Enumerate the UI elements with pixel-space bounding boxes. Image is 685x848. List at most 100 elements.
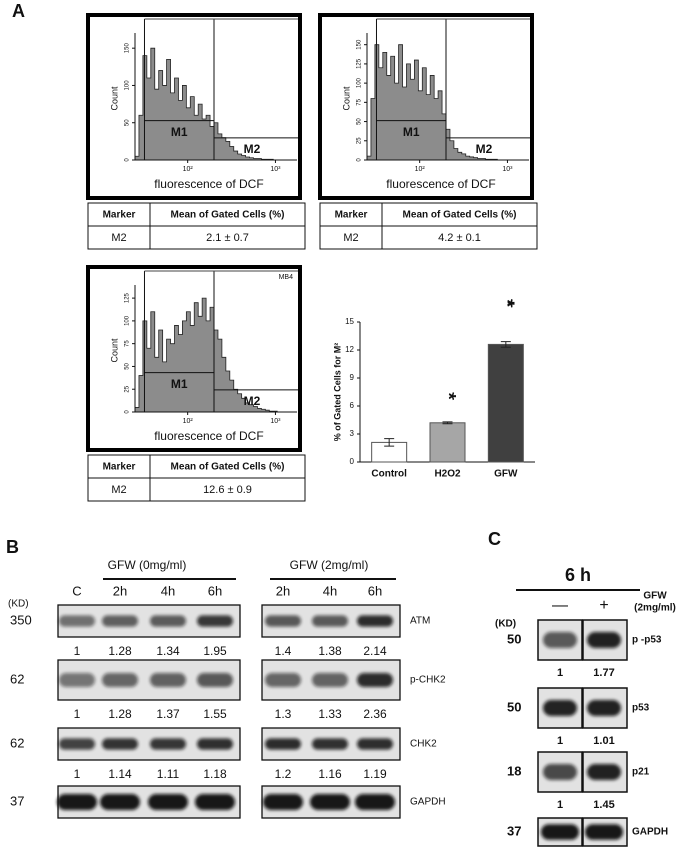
- quant-label: 1.77: [593, 667, 614, 679]
- x-tick-label: H2O2: [434, 469, 461, 480]
- quant-label: 1.38: [318, 644, 342, 658]
- kd-value: 50: [507, 631, 521, 646]
- treatment: GFW: [643, 591, 667, 602]
- y-tick-label: 100: [125, 315, 131, 326]
- x-tick-label: 10²: [183, 166, 194, 173]
- y-tick-label: 0: [357, 158, 363, 162]
- table-cell: 2.1 ± 0.7: [206, 232, 249, 244]
- quant-label: 1: [74, 767, 81, 781]
- significance: **: [437, 392, 459, 401]
- table-cell: 4.2 ± 0.1: [438, 232, 481, 244]
- table-header: Marker: [103, 462, 136, 473]
- quant-label: 1.01: [593, 735, 614, 747]
- blot-band: [541, 824, 579, 840]
- x-tick-label: 10³: [270, 166, 281, 173]
- blot-band: [357, 673, 393, 687]
- blot-band: [195, 794, 235, 810]
- blot-band: [312, 673, 348, 687]
- quant-label: 1.4: [275, 644, 292, 658]
- y-axis-label: Count: [341, 86, 351, 111]
- y-tick-label: 15: [345, 317, 354, 326]
- lane-label: 6h: [208, 583, 222, 598]
- kd-value: 37: [10, 793, 24, 808]
- table-cell: 12.6 ± 0.9: [203, 484, 252, 496]
- blot-band: [100, 794, 140, 810]
- blot-band: [585, 824, 623, 840]
- quant-label: 1: [557, 667, 563, 679]
- blot-band: [197, 738, 233, 750]
- gate-label: M1: [171, 125, 188, 139]
- quant-label: 1.2: [275, 767, 292, 781]
- panel-label: C: [488, 529, 501, 549]
- blot-band: [357, 615, 393, 627]
- y-axis-label: Count: [109, 338, 119, 363]
- table-cell: M2: [343, 232, 358, 244]
- gate-label: M1: [403, 125, 420, 139]
- table-cell: M2: [111, 484, 126, 496]
- lane-label: 4h: [323, 583, 337, 598]
- protein-label: GAPDH: [410, 797, 446, 808]
- gate-label: M2: [476, 142, 493, 156]
- quant-label: 1.33: [318, 707, 342, 721]
- kd-value: 18: [507, 763, 521, 778]
- quant-label: 2.36: [363, 707, 387, 721]
- quant-label: 1.14: [108, 767, 132, 781]
- quant-label: 1.45: [593, 799, 614, 811]
- table-header: Mean of Gated Cells (%): [171, 462, 285, 473]
- y-tick-label: 50: [357, 118, 363, 125]
- quant-label: 1.37: [156, 707, 180, 721]
- error-bar: [384, 438, 395, 447]
- blot-band: [310, 794, 350, 810]
- treatment: (2mg/ml): [634, 603, 676, 614]
- kd-value: 37: [507, 823, 521, 838]
- protein-label: GAPDH: [632, 827, 668, 838]
- blot-band: [265, 738, 301, 750]
- y-tick-label: 50: [125, 119, 131, 126]
- y-tick-label: 75: [357, 98, 363, 105]
- blot-band: [312, 738, 348, 750]
- error-bar: [442, 421, 453, 425]
- table-header: Mean of Gated Cells (%): [171, 210, 285, 221]
- protein-label: CHK2: [410, 739, 437, 750]
- blot-band: [543, 700, 577, 716]
- blot-band: [587, 764, 621, 780]
- table-header: Marker: [103, 210, 136, 221]
- y-tick-label: 6: [350, 401, 355, 410]
- y-tick-label: 125: [125, 292, 131, 303]
- kd-value: 62: [10, 735, 24, 750]
- y-tick-label: 100: [125, 80, 131, 91]
- significance: ***: [496, 299, 518, 309]
- blot-band: [59, 673, 95, 687]
- y-tick-label: 9: [350, 373, 355, 382]
- kd-label: (KD): [8, 599, 29, 610]
- quant-label: 1: [74, 707, 81, 721]
- histogram: [366, 44, 525, 161]
- blot-band: [265, 615, 301, 627]
- histogram: [134, 47, 293, 161]
- protein-label: p-CHK2: [410, 675, 446, 686]
- blot-band: [148, 794, 188, 810]
- y-tick-label: 100: [357, 77, 363, 88]
- y-tick-label: 25: [357, 137, 363, 144]
- quant-label: 1.19: [363, 767, 387, 781]
- panel-label: B: [6, 537, 19, 557]
- quant-label: 1: [74, 644, 81, 658]
- lane-label: 6h: [368, 583, 382, 598]
- title: 6 h: [565, 565, 591, 585]
- kd-value: 350: [10, 612, 32, 627]
- blot-band: [59, 738, 95, 750]
- blot-band: [197, 673, 233, 687]
- table-header: Mean of Gated Cells (%): [403, 210, 517, 221]
- y-tick-label: 150: [357, 39, 363, 50]
- blot-band: [150, 673, 186, 687]
- quant-label: 1.28: [108, 707, 132, 721]
- blot-band: [587, 632, 621, 648]
- bar: [429, 422, 466, 463]
- x-axis-label: fluorescence of DCF: [154, 177, 263, 191]
- y-tick-label: 12: [345, 345, 354, 354]
- blot-band: [150, 738, 186, 750]
- y-tick-label: 50: [125, 362, 131, 369]
- gate-label: M1: [171, 377, 188, 391]
- quant-label: 1.34: [156, 644, 180, 658]
